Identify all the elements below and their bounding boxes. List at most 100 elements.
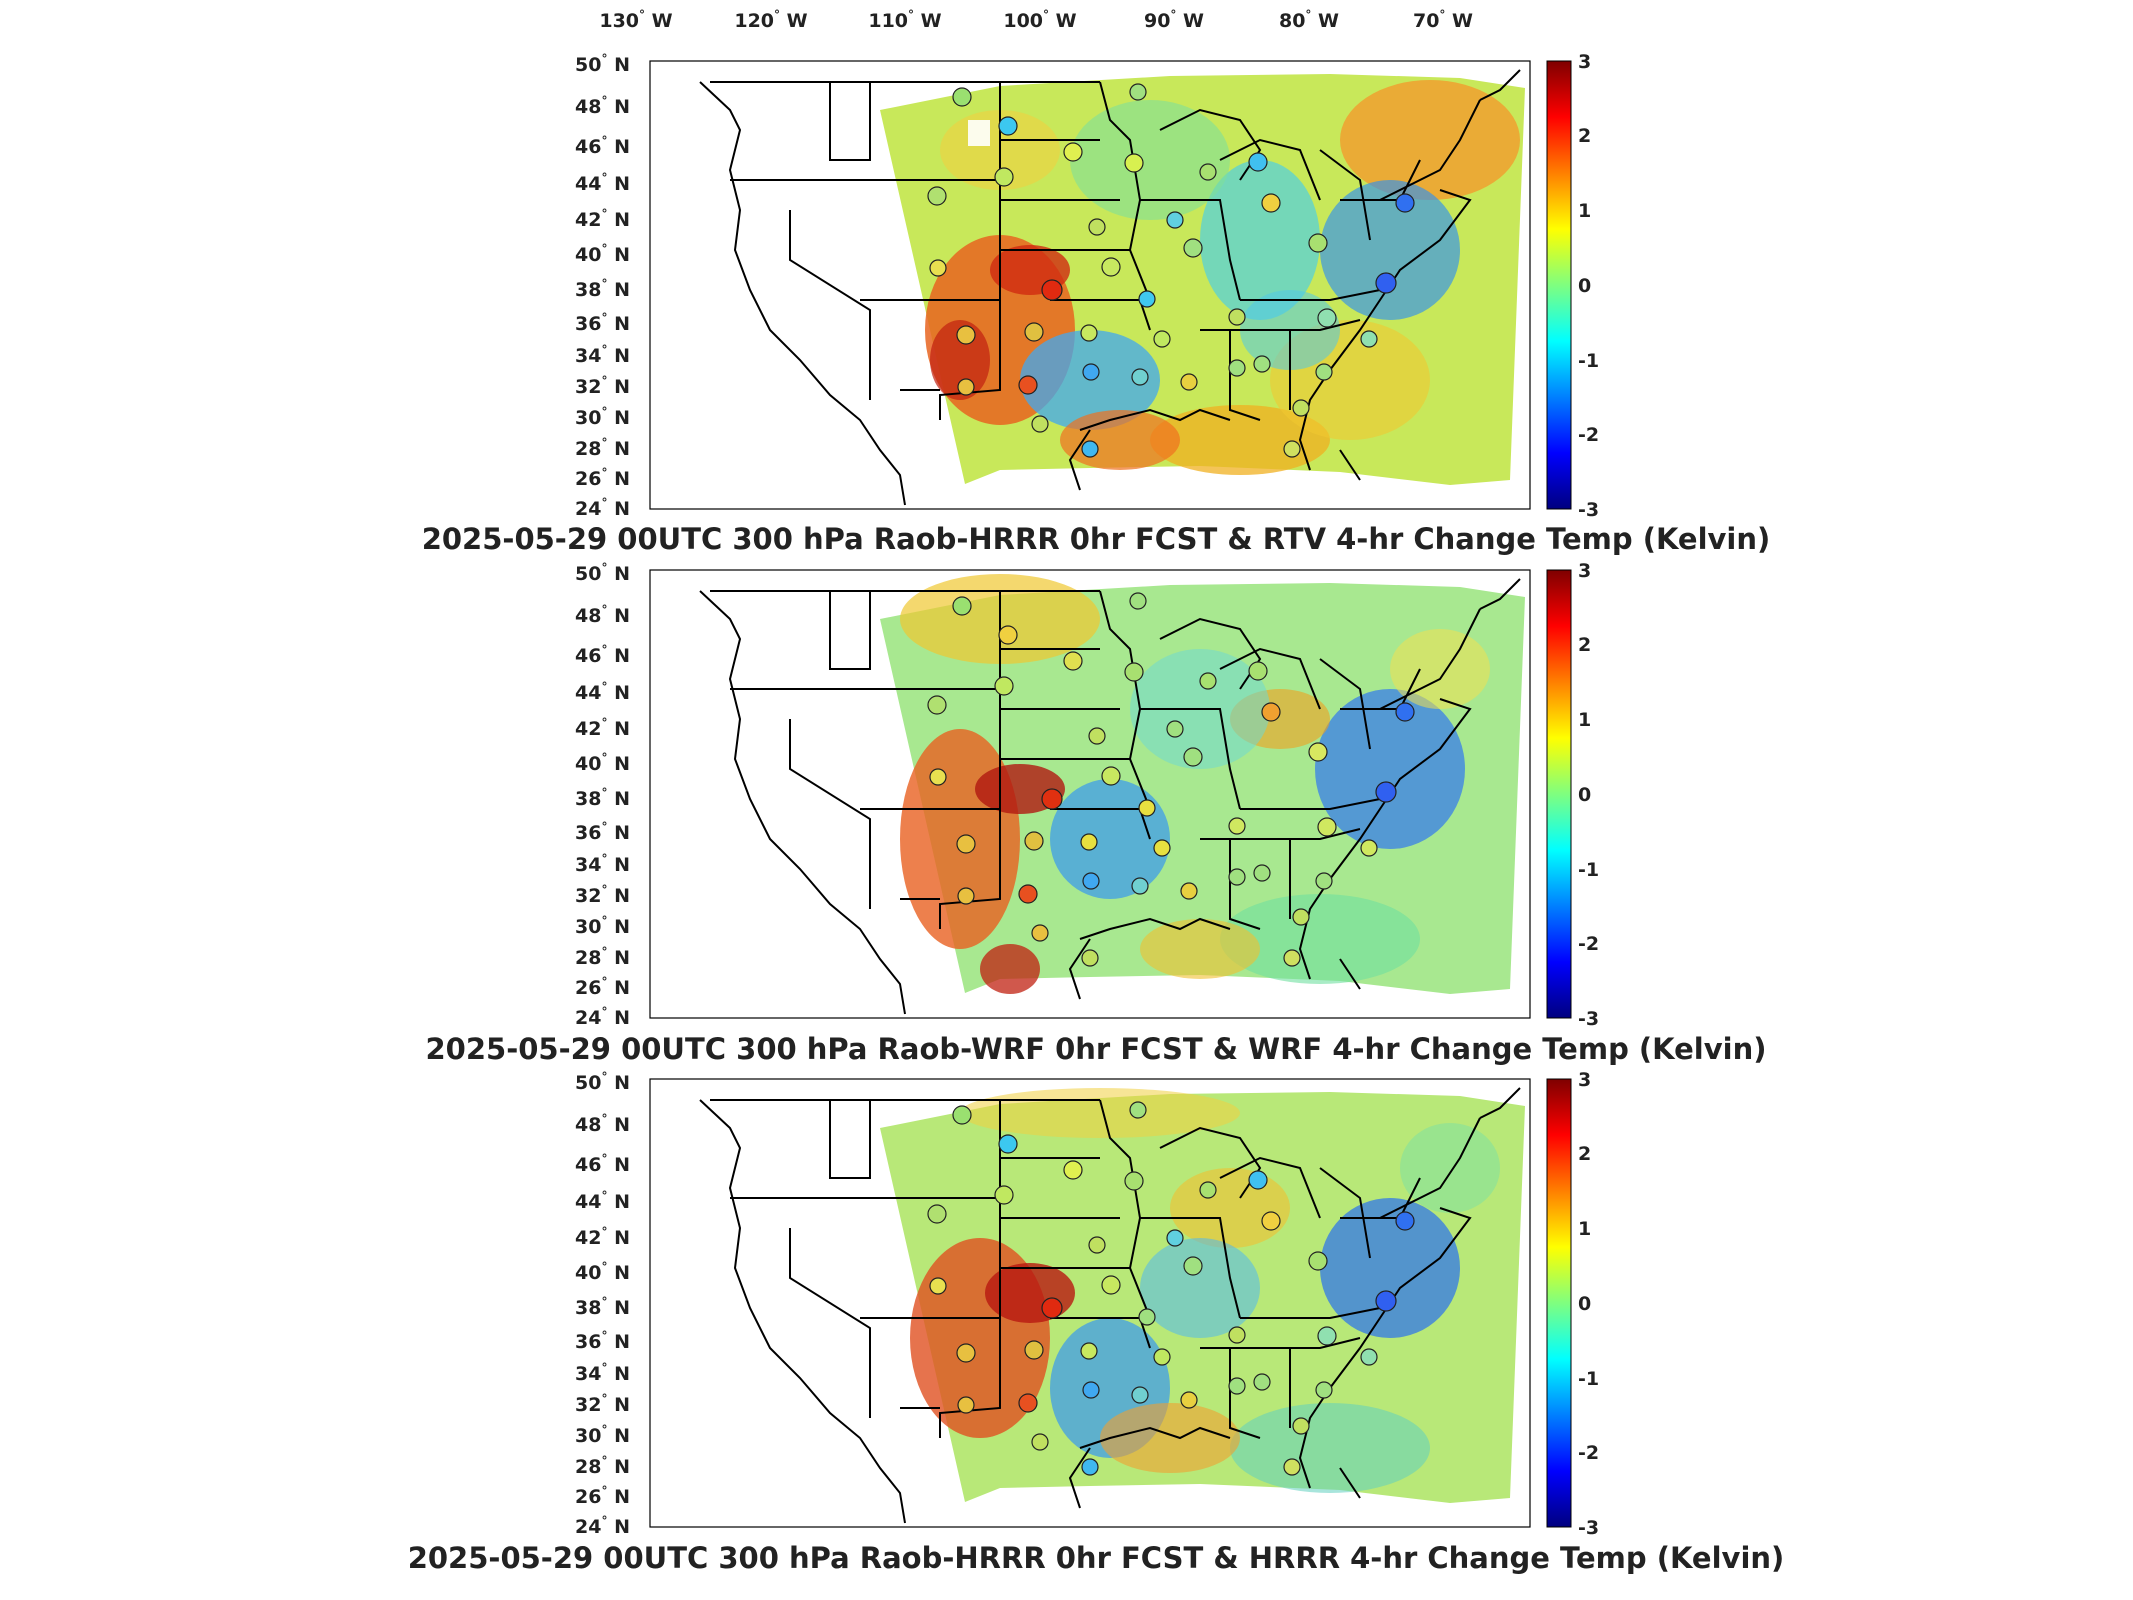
raob-station-marker [929,1277,947,1295]
lat-label: 24° N [575,1005,630,1029]
raob-station-marker [927,186,947,206]
panel-title: 2025-05-29 00UTC 300 hPa Raob-WRF 0hr FC… [425,1032,1766,1066]
raob-station-marker [1360,330,1378,348]
raob-station-marker [1018,884,1038,904]
colorbar-tick: 1 [1578,200,1591,222]
lat-label: 34° N [575,852,630,876]
lat-label: 30° N [575,914,630,938]
latitude-labels: 50° N 48° N 46° N 44° N 42° N 40° N 38° … [575,1070,630,1538]
raob-station-marker [1031,924,1049,942]
raob-station-marker [1024,1340,1044,1360]
raob-station-marker [1308,1251,1328,1271]
raob-station-marker [1082,1381,1100,1399]
map-panel-2: 50° N 48° N 46° N 44° N 42° N 40° N 38° … [425,560,1766,1066]
raob-station-marker [1253,355,1271,373]
latitude-labels: 50° N 48° N 46° N 44° N 42° N 40° N 38° … [575,561,630,1029]
colorbar-tick: -3 [1578,1517,1599,1539]
lat-label: 40° N [575,751,630,775]
lat-label: 36° N [575,1329,630,1353]
raob-station-marker [1199,1181,1217,1199]
lon-label: 120° W [734,8,807,32]
lat-label: 26° N [575,975,630,999]
raob-station-marker [1360,1348,1378,1366]
raob-station-marker [1395,702,1415,722]
lat-label: 44° N [575,171,630,195]
lon-label: 130° W [599,8,672,32]
raob-station-marker [1292,399,1310,417]
raob-station-marker [998,625,1018,645]
raob-station-marker [952,87,972,107]
latitude-labels: 50° N 48° N 46° N 44° N 42° N 40° N 38° … [575,52,630,520]
raob-station-marker [1081,1458,1099,1476]
raob-station-marker [927,695,947,715]
raob-station-marker [957,1396,975,1414]
raob-station-marker [1131,368,1149,386]
lat-label: 50° N [575,1070,630,1094]
lat-label: 32° N [575,374,630,398]
colorbar: 3 2 1 0 -1 -2 -3 [1546,51,1599,521]
raob-station-marker [1041,1297,1063,1319]
raob-station-marker [1183,238,1203,258]
lat-label: 30° N [575,405,630,429]
raob-station-marker [1228,817,1246,835]
raob-station-marker [1082,872,1100,890]
raob-station-marker [1308,233,1328,253]
raob-station-marker [956,325,976,345]
raob-station-marker [1292,908,1310,926]
raob-station-marker [1101,1275,1121,1295]
lat-label: 46° N [575,1152,630,1176]
raob-station-marker [1063,651,1083,671]
lat-label: 44° N [575,680,630,704]
raob-station-marker [957,887,975,905]
lat-label: 34° N [575,1361,630,1385]
lat-label: 46° N [575,134,630,158]
raob-station-marker [1248,1170,1268,1190]
colorbar-tick: 0 [1578,784,1591,806]
colorbar-tick: 0 [1578,1293,1591,1315]
colorbar-tick: -3 [1578,1008,1599,1030]
raob-station-marker [1031,415,1049,433]
lon-label: 70° W [1413,8,1473,32]
raob-station-marker [1308,742,1328,762]
raob-station-marker [1063,1160,1083,1180]
raob-station-marker [1129,1101,1147,1119]
raob-station-marker [1080,324,1098,342]
raob-station-marker [1124,1171,1144,1191]
raob-station-marker [1228,1377,1246,1395]
raob-station-marker [956,1343,976,1363]
raob-station-marker [1183,1256,1203,1276]
lat-label: 50° N [575,561,630,585]
lat-label: 26° N [575,1484,630,1508]
raob-station-marker [1124,662,1144,682]
raob-station-marker [1375,272,1397,294]
colorbar-tick: 2 [1578,634,1591,656]
raob-station-marker [994,676,1014,696]
lat-label: 44° N [575,1189,630,1213]
raob-station-marker [1315,363,1333,381]
panel-title: 2025-05-29 00UTC 300 hPa Raob-HRRR 0hr F… [422,522,1771,556]
map-panel-1: 50° N 48° N 46° N 44° N 42° N 40° N 38° … [422,51,1771,556]
lat-label: 38° N [575,277,630,301]
raob-station-marker [1283,440,1301,458]
raob-station-marker [1063,142,1083,162]
raob-station-marker [1138,799,1156,817]
raob-station-marker [1080,833,1098,851]
lat-label: 30° N [575,1423,630,1447]
lat-label: 40° N [575,1260,630,1284]
colorbar-tick: -1 [1578,1368,1599,1390]
raob-station-marker [1166,211,1184,229]
raob-station-marker [1317,308,1337,328]
raob-station-marker [1317,817,1337,837]
raob-station-marker [1395,193,1415,213]
raob-station-marker [1129,592,1147,610]
lat-label: 38° N [575,1295,630,1319]
raob-station-marker [1081,949,1099,967]
raob-station-marker [929,768,947,786]
colorbar-tick: -2 [1578,933,1599,955]
raob-station-marker [1131,1386,1149,1404]
raob-station-marker [998,116,1018,136]
raob-station-marker [1253,864,1271,882]
lon-label: 80° W [1279,8,1339,32]
colorbar-tick: 1 [1578,1218,1591,1240]
raob-station-marker [927,1204,947,1224]
